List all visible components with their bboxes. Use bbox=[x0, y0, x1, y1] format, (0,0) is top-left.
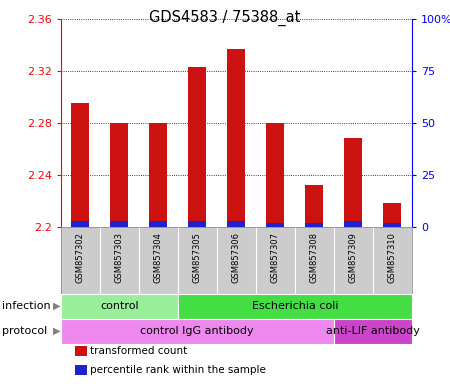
Bar bbox=[189, 67, 206, 227]
Bar bbox=[383, 223, 401, 227]
Bar bbox=[72, 103, 89, 227]
Bar bbox=[178, 294, 412, 319]
Text: GSM857308: GSM857308 bbox=[310, 232, 319, 283]
Text: transformed count: transformed count bbox=[90, 346, 188, 356]
Text: control IgG antibody: control IgG antibody bbox=[140, 326, 254, 336]
Bar bbox=[345, 139, 362, 227]
Bar bbox=[111, 123, 128, 227]
Text: infection: infection bbox=[2, 301, 51, 311]
Text: GSM857303: GSM857303 bbox=[115, 232, 124, 283]
Bar bbox=[75, 364, 87, 375]
Text: GDS4583 / 75388_at: GDS4583 / 75388_at bbox=[149, 10, 301, 26]
Bar bbox=[227, 49, 245, 227]
Bar bbox=[383, 203, 401, 227]
Bar bbox=[72, 221, 89, 227]
Text: ▶: ▶ bbox=[53, 326, 61, 336]
Bar bbox=[61, 319, 334, 344]
Bar bbox=[306, 185, 323, 227]
Text: control: control bbox=[100, 301, 139, 311]
Text: ▶: ▶ bbox=[53, 301, 61, 311]
Bar bbox=[306, 223, 323, 227]
Text: Escherichia coli: Escherichia coli bbox=[252, 301, 338, 311]
Text: GSM857309: GSM857309 bbox=[349, 232, 358, 283]
Text: protocol: protocol bbox=[2, 326, 48, 336]
Bar bbox=[266, 123, 284, 227]
Text: GSM857304: GSM857304 bbox=[154, 232, 163, 283]
Text: GSM857310: GSM857310 bbox=[388, 232, 397, 283]
Bar bbox=[227, 221, 245, 227]
Bar bbox=[111, 221, 128, 227]
Text: GSM857302: GSM857302 bbox=[76, 232, 85, 283]
Text: percentile rank within the sample: percentile rank within the sample bbox=[90, 365, 266, 375]
Bar bbox=[345, 221, 362, 227]
Text: GSM857305: GSM857305 bbox=[193, 232, 202, 283]
Text: GSM857306: GSM857306 bbox=[232, 232, 241, 283]
Bar bbox=[334, 319, 412, 344]
Bar bbox=[61, 294, 178, 319]
Bar bbox=[149, 123, 167, 227]
Bar bbox=[189, 221, 206, 227]
Bar bbox=[149, 221, 167, 227]
Text: GSM857307: GSM857307 bbox=[271, 232, 280, 283]
Bar bbox=[266, 223, 284, 227]
Text: anti-LIF antibody: anti-LIF antibody bbox=[326, 326, 420, 336]
Bar bbox=[75, 346, 87, 356]
